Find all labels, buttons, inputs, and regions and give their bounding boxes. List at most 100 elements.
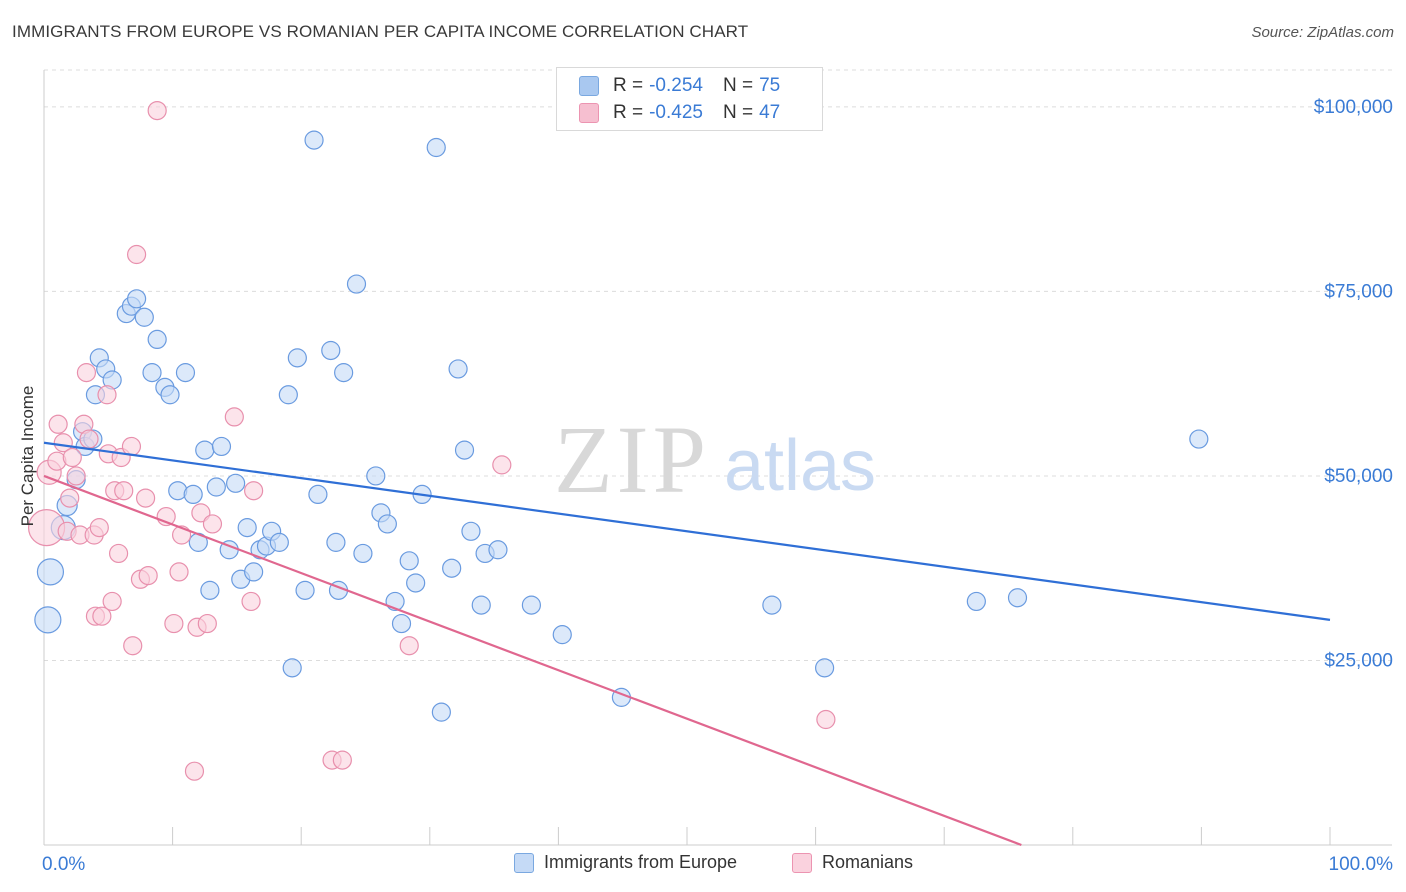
point-romanians <box>92 606 112 626</box>
x-tick-label-min: 0.0% <box>42 854 85 875</box>
bottom-legend-romanians[interactable]: Romanians <box>792 852 913 873</box>
legend-swatch-europe <box>579 76 599 96</box>
legend-row-europe: R = -0.254 N = 75 <box>579 73 780 99</box>
point-romanians <box>224 407 244 427</box>
y-tick-label: $75,000 <box>1324 281 1393 302</box>
point-europe <box>175 363 196 383</box>
point-europe <box>454 440 475 460</box>
point-europe <box>346 274 367 294</box>
point-romanians <box>126 244 147 265</box>
point-europe <box>461 521 481 541</box>
point-europe <box>426 137 446 158</box>
point-romanians <box>147 100 167 121</box>
legend-r-label: R = <box>613 75 644 96</box>
point-europe <box>521 595 541 615</box>
watermark-zip: ZIP <box>554 406 710 513</box>
point-romanians <box>60 488 80 508</box>
legend-r-value: -0.254 <box>649 75 703 96</box>
point-europe <box>211 436 232 457</box>
chart-title: IMMIGRANTS FROM EUROPE VS ROMANIAN PER C… <box>12 22 749 41</box>
point-europe <box>183 484 203 505</box>
point-europe <box>308 484 328 505</box>
point-romanians <box>123 636 143 656</box>
point-romanians <box>332 750 352 770</box>
source-label: Source: ZipAtlas.com <box>1251 24 1394 41</box>
point-europe <box>552 625 572 645</box>
point-europe <box>269 532 289 552</box>
legend-swatch-romanians <box>579 103 599 123</box>
point-europe <box>287 348 307 368</box>
point-europe <box>237 518 257 538</box>
point-europe <box>353 543 373 564</box>
point-europe <box>815 658 835 678</box>
point-europe <box>126 289 147 309</box>
trend-lines <box>43 441 1331 847</box>
legend-n-value: 47 <box>759 102 781 123</box>
point-europe <box>448 359 468 379</box>
point-europe <box>488 540 508 560</box>
point-europe <box>282 658 302 678</box>
point-romanians <box>89 518 109 538</box>
point-europe <box>321 340 341 361</box>
bottom-legend-swatch-romanians <box>792 852 812 873</box>
point-europe <box>304 130 324 150</box>
point-europe <box>160 385 180 405</box>
point-europe <box>206 477 226 497</box>
y-tick-label: $50,000 <box>1324 466 1393 487</box>
y-axis-title: Per Capita Income <box>18 385 37 527</box>
point-europe <box>326 532 346 552</box>
point-europe <box>762 595 782 615</box>
point-romanians <box>102 591 122 612</box>
point-europe <box>471 595 491 615</box>
data-points <box>27 100 1209 781</box>
point-europe <box>366 466 386 486</box>
bottom-legend-label-romanians: Romanians <box>822 852 914 872</box>
trend-line-europe <box>43 441 1331 621</box>
point-romanians <box>114 481 134 501</box>
point-europe <box>200 580 220 600</box>
point-romanians <box>197 613 217 634</box>
point-romanians <box>66 466 86 486</box>
watermark-atlas: atlas <box>724 426 876 506</box>
point-romanians <box>62 447 82 468</box>
point-europe <box>134 307 154 327</box>
point-europe <box>966 591 986 612</box>
point-romanians <box>816 709 836 730</box>
point-europe <box>36 558 65 586</box>
point-europe <box>431 702 451 722</box>
point-europe <box>195 440 215 460</box>
y-tick-label: $100,000 <box>1314 97 1393 118</box>
bottom-legend-label-europe: Immigrants from Europe <box>544 852 738 872</box>
bottom-legend-europe[interactable]: Immigrants from Europe <box>514 852 737 873</box>
point-romanians <box>164 613 184 634</box>
point-romanians <box>169 562 189 582</box>
point-romanians <box>121 436 142 457</box>
legend-n-label: N = <box>722 102 754 123</box>
point-europe <box>34 606 62 634</box>
point-romanians <box>76 363 97 383</box>
watermark: ZIP atlas <box>554 406 876 513</box>
point-europe <box>244 562 264 582</box>
x-tick-label-max: 100.0% <box>1329 854 1394 875</box>
point-romanians <box>53 433 73 453</box>
point-romanians <box>241 591 261 612</box>
point-romanians <box>202 514 223 534</box>
point-europe <box>1007 588 1028 608</box>
legend-r-label: R = <box>613 102 644 123</box>
point-europe <box>334 363 354 383</box>
point-europe <box>442 558 462 578</box>
point-romanians <box>184 761 205 781</box>
bottom-legend-swatch-europe <box>514 852 534 873</box>
stats-legend: R = -0.254 N = 75 R = -0.425 N = 47 <box>556 67 823 131</box>
legend-row-romanians: R = -0.425 N = 47 <box>579 100 780 126</box>
point-romanians <box>138 565 158 586</box>
point-romanians <box>492 455 512 475</box>
legend-r-value: -0.425 <box>649 102 703 123</box>
point-romanians <box>79 429 99 449</box>
point-europe <box>278 385 298 405</box>
point-romanians <box>108 543 129 564</box>
point-europe <box>406 573 426 593</box>
legend-n-value: 75 <box>759 75 781 96</box>
point-europe <box>377 514 397 534</box>
